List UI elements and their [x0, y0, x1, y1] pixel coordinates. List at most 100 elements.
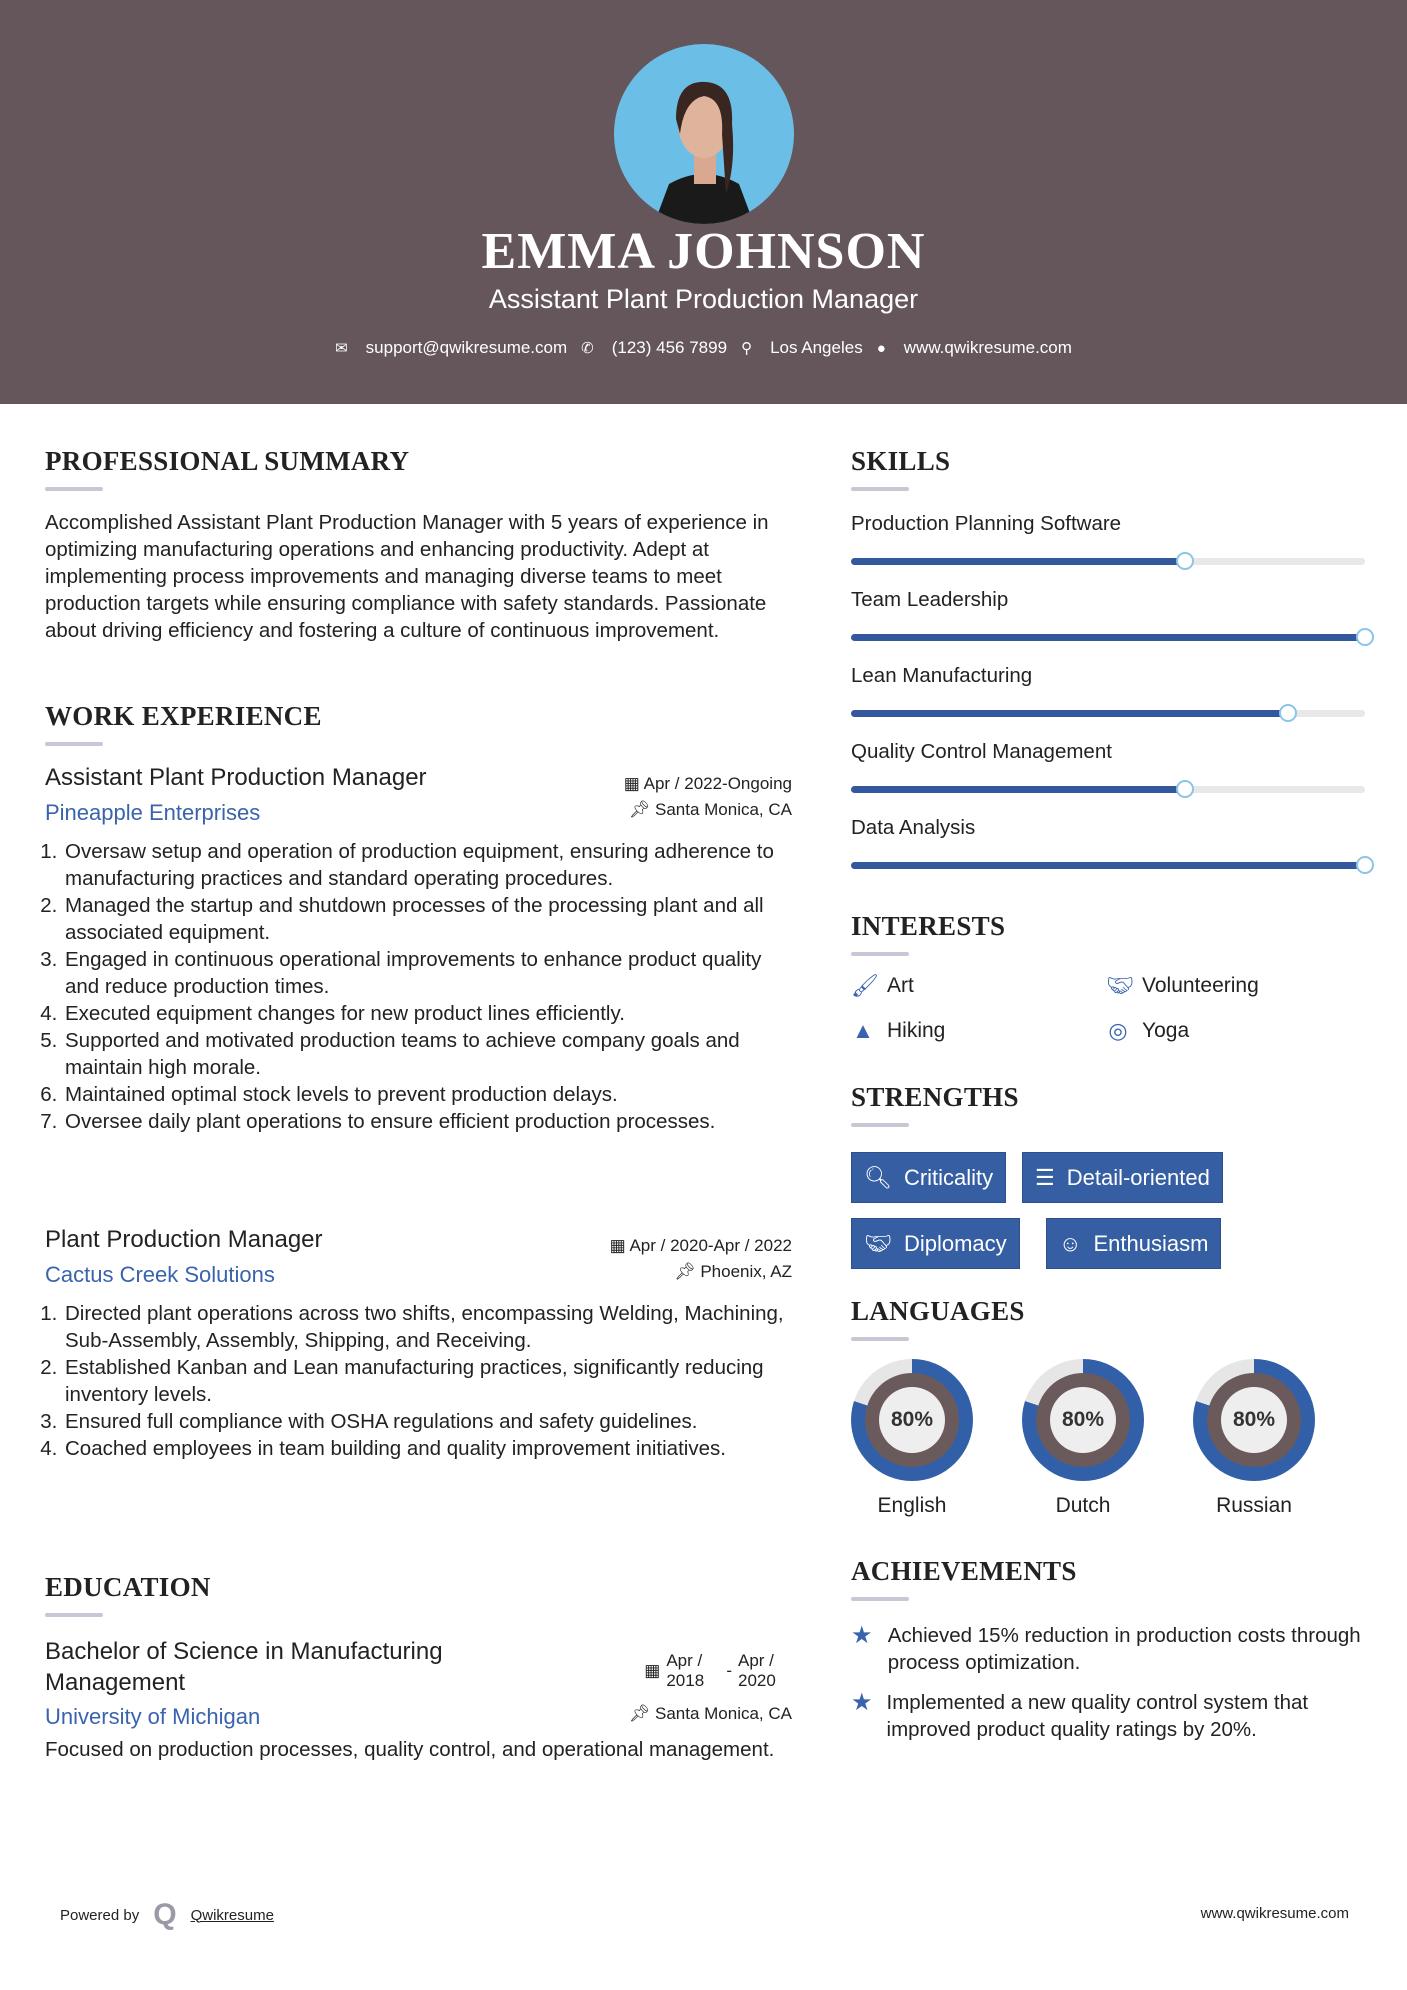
heading-rule	[45, 1613, 103, 1617]
phone-icon: ✆	[581, 340, 594, 357]
skill-name: Lean Manufacturing	[851, 664, 1033, 687]
strength-chip: 🔍︎ Criticality	[851, 1152, 1007, 1203]
strength-label: Detail-oriented	[1066, 1164, 1210, 1190]
map-marker-icon: ⚲	[741, 340, 753, 357]
footer-website[interactable]: www.qwikresume.com	[1200, 1905, 1349, 1922]
strength-label: Enthusiasm	[1093, 1230, 1209, 1256]
email-link[interactable]: support@qwikresume.com	[365, 338, 568, 357]
smile-icon: ☺	[1059, 1230, 1082, 1256]
language-donut: 80%	[1193, 1359, 1315, 1481]
bullet: Directed plant operations across two shi…	[63, 1300, 792, 1354]
candidate-name: EMMA JOHNSON	[481, 223, 926, 280]
qwikresume-link[interactable]: Qwikresume	[190, 1906, 274, 1924]
strength-label: Diplomacy	[903, 1230, 1007, 1256]
job-title: Assistant Plant Production Manager	[45, 764, 427, 791]
language-percent: 80%	[1050, 1387, 1116, 1453]
job-entry: Plant Production Manager ▦ Apr / 2020-Ap…	[45, 1226, 792, 1462]
skill-bar-knob	[1176, 552, 1195, 570]
skill-bar	[851, 628, 1374, 646]
calendar-icon: ▦	[609, 1236, 630, 1255]
skill-bar-fill	[851, 862, 1365, 869]
bullet: Executed equipment changes for new produ…	[63, 1000, 792, 1027]
pin-icon: 📌︎	[674, 1262, 701, 1281]
star-icon: ★	[851, 1622, 873, 1649]
skill-name: Production Planning Software	[851, 512, 1122, 535]
interest-item: 🖌︎ Art	[851, 973, 914, 999]
skill-bar	[851, 780, 1365, 798]
skill-bar-knob	[1356, 628, 1374, 646]
job-bullets: Directed plant operations across two shi…	[45, 1300, 792, 1462]
interest-label: Hiking	[887, 1019, 946, 1042]
language-donut: 80%	[851, 1359, 973, 1481]
degree: Bachelor of Science in Manufacturing Man…	[45, 1638, 443, 1696]
job-bullets: Oversaw setup and operation of productio…	[45, 838, 792, 1135]
skill-item: Data Analysis	[851, 816, 1374, 874]
pin-icon: 📌︎	[628, 800, 655, 819]
school-name: University of Michigan	[45, 1704, 261, 1729]
company-name: Cactus Creek Solutions	[45, 1262, 275, 1287]
bullet: Oversaw setup and operation of productio…	[63, 838, 792, 892]
experience-section: WORK EXPERIENCE	[45, 701, 795, 746]
paintbrush-icon: 🖌︎	[851, 973, 879, 998]
calendar-icon: ▦	[623, 774, 644, 793]
bullet: Established Kanban and Lean manufacturin…	[63, 1354, 792, 1408]
interest-label: Yoga	[1142, 1019, 1190, 1042]
search-icon: 🔍︎	[864, 1164, 892, 1190]
achievement-text: Achieved 15% reduction in production cos…	[887, 1624, 1361, 1674]
summary-text: Accomplished Assistant Plant Production …	[45, 511, 769, 642]
candidate-title: Assistant Plant Production Manager	[488, 284, 919, 314]
language-percent: 80%	[879, 1387, 945, 1453]
qwikresume-logo-icon: Q	[153, 1898, 177, 1931]
edu-description: Focused on production processes, quality…	[45, 1738, 775, 1761]
footer-brand: Powered by Q Qwikresume	[60, 1898, 274, 1932]
section-heading: WORK EXPERIENCE	[45, 701, 322, 731]
phone-text: (123) 456 7899	[611, 338, 728, 357]
skills-section: SKILLS	[851, 446, 950, 491]
calendar-icon: ▦	[644, 1661, 661, 1680]
section-heading: PROFESSIONAL SUMMARY	[45, 446, 410, 476]
heading-rule	[851, 487, 909, 491]
strength-label: Criticality	[903, 1164, 994, 1190]
profile-photo	[614, 44, 794, 224]
skill-bar-fill	[851, 634, 1365, 641]
bullet: Oversee daily plant operations to ensure…	[63, 1108, 792, 1135]
handshake-icon: 🤝︎	[1106, 973, 1134, 998]
job-entry: Assistant Plant Production Manager ▦ Apr…	[45, 764, 792, 1135]
skill-item: Quality Control Management	[851, 740, 1365, 798]
skill-bar	[851, 552, 1365, 570]
education-entry: Bachelor of Science in Manufacturing Man…	[45, 1636, 792, 1763]
education-section: EDUCATION	[45, 1572, 795, 1617]
skill-name: Data Analysis	[851, 816, 976, 839]
achievement-item: ★ Implemented a new quality control syste…	[851, 1689, 1365, 1743]
skill-bar-fill	[851, 558, 1186, 565]
edu-start: Apr / 2018	[666, 1651, 705, 1690]
skill-bar	[851, 856, 1374, 874]
skill-bar	[851, 704, 1365, 722]
language-name: Russian	[1216, 1494, 1292, 1517]
job-dates: Apr / 2022-Ongoing	[643, 774, 792, 793]
skill-name: Quality Control Management	[851, 740, 1112, 763]
tree-icon: ▲	[852, 1018, 874, 1043]
skill-bar-fill	[851, 710, 1288, 717]
section-heading: LANGUAGES	[851, 1296, 1025, 1326]
list-icon: ☰	[1035, 1164, 1055, 1190]
bullet: Ensured full compliance with OSHA regula…	[63, 1408, 792, 1435]
strength-chip: ☺ Enthusiasm	[1046, 1218, 1222, 1269]
section-heading: ACHIEVEMENTS	[851, 1556, 1077, 1586]
interest-item: ▲ Hiking	[851, 1018, 945, 1044]
skill-name: Team Leadership	[851, 588, 1009, 611]
handshake-icon: 🤝︎	[864, 1230, 892, 1256]
skill-item: Team Leadership	[851, 588, 1374, 646]
section-heading: EDUCATION	[45, 1572, 211, 1602]
language-percent: 80%	[1221, 1387, 1287, 1453]
skill-bar-knob	[1278, 704, 1297, 722]
edu-end: Apr / 2020	[738, 1651, 776, 1690]
bullet: Managed the startup and shutdown process…	[63, 892, 792, 946]
bullet: Coached employees in team building and q…	[63, 1435, 792, 1462]
website-link[interactable]: www.qwikresume.com	[903, 338, 1072, 357]
contact-bar: ✉ support@qwikresume.com ✆ (123) 456 7899 …	[0, 338, 1407, 358]
heading-rule	[851, 1337, 909, 1341]
interest-item: 🤝︎ Volunteering	[1106, 973, 1259, 999]
heading-rule	[851, 952, 909, 956]
powered-by-text: Powered by	[60, 1906, 140, 1924]
